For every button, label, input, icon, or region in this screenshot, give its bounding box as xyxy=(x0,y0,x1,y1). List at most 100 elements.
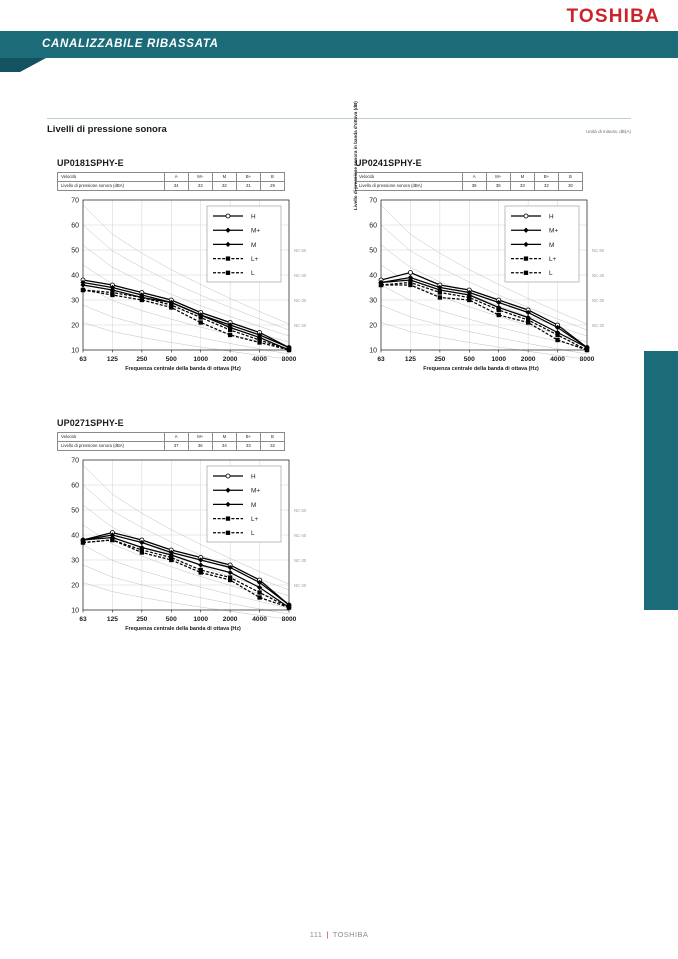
legend-label: M xyxy=(549,242,554,249)
unit-note: Unità di misura: dB(A) xyxy=(586,129,631,134)
page-number: 111 xyxy=(309,930,323,939)
y-tick-label: 50 xyxy=(71,507,79,514)
banner-title: CANALIZZABILE RIBASSATA xyxy=(42,38,219,50)
spl-value: 35 xyxy=(485,181,511,191)
side-tab-canalizzabile-ribassata[interactable]: CANALIZZABILE RIBASSATA xyxy=(583,351,678,610)
legend-label: M xyxy=(251,242,256,249)
y-tick-label: 20 xyxy=(369,322,377,329)
plot-area: Livello di pressione sonora in banda d'o… xyxy=(57,452,309,642)
x-tick-label: 250 xyxy=(136,616,147,623)
x-tick-label: 4000 xyxy=(252,616,267,623)
x-tick-label: 125 xyxy=(405,356,416,363)
spec-table-body: Velocità A M+ M B+ B Livello di pressione sono… xyxy=(57,432,286,451)
series-l xyxy=(80,537,292,610)
y-tick-label: 30 xyxy=(369,297,377,304)
x-tick-label: 1000 xyxy=(193,356,208,363)
nc-reference-curve xyxy=(380,204,588,325)
section-divider xyxy=(47,118,631,119)
chart-legend: H M+ M L+ L xyxy=(206,465,282,543)
nc-reference-curve xyxy=(82,204,290,325)
chart-svg: 10 20 30 40 50 60 70 63 125 250 500 1000 2000 4000 800… xyxy=(71,457,307,623)
x-tick-label: 2000 xyxy=(223,356,238,363)
y-tick-label: 30 xyxy=(71,297,79,304)
nc-reference-curve xyxy=(82,304,290,355)
spl-value: 32 xyxy=(211,181,237,191)
column-header: M xyxy=(211,172,237,182)
legend-label: M+ xyxy=(549,228,558,235)
spl-value: 32 xyxy=(259,441,286,451)
nc-reference-curve xyxy=(82,582,290,620)
legend-label: L xyxy=(251,270,255,277)
chart-legend: H M+ M L+ L xyxy=(504,205,580,283)
nc-reference-curve xyxy=(82,524,290,603)
legend-label: L xyxy=(549,270,553,277)
x-tick-label: 125 xyxy=(107,356,118,363)
nc-curve-label: NC-30 xyxy=(294,558,307,563)
y-tick-label: 70 xyxy=(71,197,79,204)
legend-label: L+ xyxy=(251,256,259,263)
plot-frame xyxy=(82,199,290,351)
nc-curve-label: NC-40 xyxy=(294,533,307,538)
y-axis-label: Livello di pressione sonora in banda d'o… xyxy=(353,101,358,210)
column-header: M xyxy=(211,432,237,442)
spl-value: 33 xyxy=(187,181,213,191)
column-header: B+ xyxy=(235,432,261,442)
header-logo-row: TOSHIBA xyxy=(0,0,678,30)
row-label: Livello di pressione sonora (dBA) xyxy=(57,441,165,451)
column-header: M xyxy=(509,172,535,182)
column-header: M+ xyxy=(187,172,213,182)
column-header: B xyxy=(259,172,286,182)
x-tick-label: 63 xyxy=(79,356,87,363)
row-label: Velocità xyxy=(355,172,463,182)
spl-value: 37 xyxy=(163,441,189,451)
nc-curve-label: NC-30 xyxy=(294,298,307,303)
footer-separator: | xyxy=(326,930,329,939)
nc-reference-curve xyxy=(380,304,588,355)
column-header: A xyxy=(461,172,487,182)
section-banner xyxy=(0,31,678,58)
x-tick-label: 500 xyxy=(166,616,177,623)
spl-value: 34 xyxy=(163,181,189,191)
table-row: Velocità A M+ M B+ B xyxy=(355,172,584,182)
y-tick-label: 40 xyxy=(71,272,79,279)
nc-curve-label: NC-50 xyxy=(294,508,307,513)
y-tick-label: 20 xyxy=(71,322,79,329)
x-tick-label: 2000 xyxy=(521,356,536,363)
spl-value: 36 xyxy=(461,181,487,191)
plot-svg-host: 10 20 30 40 50 60 70 63 125 250 500 1000 2000 4000 800… xyxy=(355,192,607,387)
x-tick-label: 250 xyxy=(434,356,445,363)
legend-label: M+ xyxy=(251,488,260,495)
section-header: Livelli di pressione sonora Unità di mis… xyxy=(47,118,631,135)
x-tick-label: 4000 xyxy=(550,356,565,363)
column-header: B+ xyxy=(533,172,559,182)
chart-block-2: UP0271SPHY-E Velocità A M+ M B+ B Livello di p… xyxy=(57,418,309,642)
series-l xyxy=(378,282,590,353)
chart-legend: H M+ M L+ L xyxy=(206,205,282,283)
banner-fold-notch xyxy=(0,58,46,72)
nc-curve-label: NC-20 xyxy=(592,323,605,328)
plot-area: Livello di pressione sonora in banda d'o… xyxy=(353,101,607,382)
nc-reference-curve xyxy=(82,464,290,585)
row-label: Livello di pressione sonora (dBA) xyxy=(57,181,165,191)
x-tick-label: 2000 xyxy=(223,616,238,623)
plot-svg-host: 10 20 30 40 50 60 70 63 125 250 500 1000 2000 4000 800… xyxy=(57,452,309,647)
side-tab-label: CANALIZZABILE RIBASSATA xyxy=(582,405,595,567)
spl-value: 29 xyxy=(259,181,286,191)
nc-reference-curve xyxy=(82,284,290,349)
nc-curve-label: NC-50 xyxy=(294,248,307,253)
toshiba-logo: TOSHIBA xyxy=(566,6,660,27)
legend-label: M xyxy=(251,502,256,509)
spl-value: 31 xyxy=(235,181,261,191)
table-row: Livello di pressione sonora (dBA) 36 35 33 3… xyxy=(355,181,584,191)
legend-label: H xyxy=(251,213,256,220)
model-name: UP0241SPHY-E xyxy=(355,158,422,168)
x-tick-label: 4000 xyxy=(252,356,267,363)
nc-reference-curve xyxy=(380,224,588,331)
table-row: Livello di pressione sonora (dBA) 34 33 32 3… xyxy=(57,181,286,191)
nc-curve-label: NC-40 xyxy=(592,273,605,278)
nc-curve-label: NC-50 xyxy=(592,248,605,253)
row-label: Velocità xyxy=(57,172,165,182)
spl-value: 33 xyxy=(235,441,261,451)
nc-reference-curve xyxy=(82,322,290,360)
chart-svg: 10 20 30 40 50 60 70 63 125 250 500 1000 2000 4000 800… xyxy=(71,197,307,363)
